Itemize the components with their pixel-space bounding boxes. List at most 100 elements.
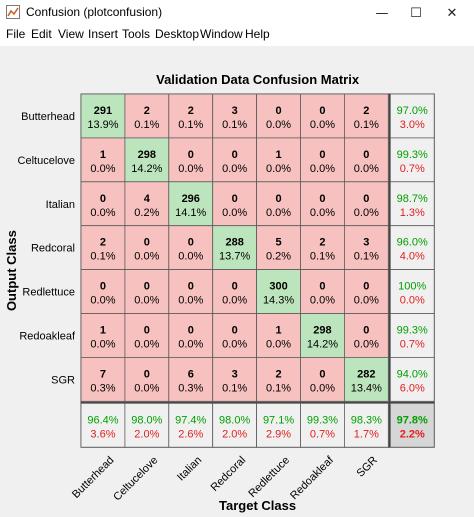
menu-view[interactable]: View — [58, 27, 84, 41]
cell-percent: 0.0% — [354, 295, 379, 307]
cell-count: 2 — [363, 105, 369, 117]
matrix-cell — [80, 93, 126, 139]
window-title: Confusion (plotconfusion) — [26, 5, 163, 19]
chart-title: Validation Data Confusion Matrix — [156, 72, 360, 87]
row-precision: 99.3% — [397, 149, 428, 161]
overall-accuracy: 97.8% — [397, 414, 428, 426]
menu-help[interactable]: Help — [245, 27, 270, 41]
cell-percent: 13.4% — [351, 382, 382, 394]
matrix-cell — [300, 356, 345, 402]
col-error: 2.9% — [266, 428, 291, 440]
matrix-cell — [168, 356, 214, 402]
cell-count: 2 — [144, 105, 150, 117]
cell-count: 0 — [232, 149, 238, 161]
cell-count: 0 — [232, 324, 238, 336]
matrix-cell — [256, 137, 301, 183]
col-summary-cell — [300, 402, 345, 448]
col-error: 3.6% — [90, 428, 115, 440]
y-axis-label: Output Class — [4, 230, 19, 311]
menu-insert[interactable]: Insert — [88, 27, 119, 41]
row-error: 3.0% — [400, 119, 425, 131]
cell-percent: 13.9% — [87, 119, 118, 131]
cell-percent: 0.0% — [178, 251, 203, 263]
cell-percent: 0.1% — [266, 382, 291, 394]
figure-canvas: Validation Data Confusion Matrix 291 13.9%… — [0, 46, 474, 517]
col-summary-cell — [256, 402, 301, 448]
cell-count: 0 — [363, 324, 369, 336]
cell-count: 0 — [275, 105, 281, 117]
cell-count: 0 — [319, 281, 325, 293]
menu-tools[interactable]: Tools — [122, 27, 151, 41]
cell-count: 1 — [100, 149, 106, 161]
cell-percent: 0.0% — [266, 338, 291, 350]
minimize-button[interactable]: — — [375, 5, 389, 21]
cell-percent: 0.0% — [354, 163, 379, 175]
cell-count: 0 — [275, 193, 281, 205]
matrix-cell — [343, 225, 389, 270]
cell-count: 2 — [319, 237, 325, 249]
cell-percent: 0.1% — [310, 251, 335, 263]
row-summary-cell — [389, 356, 435, 402]
matrix-cell — [168, 181, 214, 227]
matrix-cell — [80, 269, 126, 314]
cell-count: 2 — [100, 237, 106, 249]
cell-count: 0 — [188, 281, 194, 293]
cell-count: 0 — [144, 237, 150, 249]
cell-percent: 14.2% — [307, 338, 338, 350]
y-tick-label: Redoakleaf — [19, 330, 76, 342]
cell-percent: 0.0% — [134, 251, 159, 263]
matrix-cell — [212, 225, 257, 270]
cell-percent: 0.0% — [90, 163, 115, 175]
row-summary-cell — [389, 93, 435, 139]
cell-count: 0 — [363, 193, 369, 205]
row-summary-cell — [389, 313, 435, 358]
col-error: 2.6% — [178, 428, 203, 440]
cell-count: 0 — [363, 281, 369, 293]
col-recall: 97.4% — [175, 414, 206, 426]
cell-percent: 0.0% — [310, 163, 335, 175]
cell-count: 3 — [232, 105, 238, 117]
cell-count: 1 — [275, 149, 281, 161]
cell-count: 2 — [275, 368, 281, 380]
cell-percent: 0.0% — [178, 295, 203, 307]
matrix-cell — [343, 181, 389, 227]
window-titlebar: Confusion (plotconfusion) — ☐ ✕ — [0, 0, 474, 26]
cell-count: 0 — [232, 281, 238, 293]
cell-percent: 0.0% — [266, 163, 291, 175]
close-button[interactable]: ✕ — [446, 5, 458, 21]
cell-count: 0 — [100, 193, 106, 205]
cell-count: 5 — [275, 237, 281, 249]
y-tick-label: Butterhead — [21, 111, 75, 123]
cell-percent: 0.1% — [222, 119, 247, 131]
menu-desktop[interactable]: Desktop — [155, 27, 200, 41]
overall-error: 2.2% — [400, 428, 425, 440]
col-recall: 96.4% — [87, 414, 118, 426]
cell-count: 0 — [363, 149, 369, 161]
cell-percent: 0.1% — [222, 382, 247, 394]
matrix-cell — [124, 313, 170, 358]
x-tick-label: Celtucelove — [111, 454, 160, 503]
matrix-cell — [343, 93, 389, 139]
matrix-cell — [300, 269, 345, 314]
cell-percent: 0.2% — [134, 207, 159, 219]
maximize-button[interactable]: ☐ — [410, 5, 422, 21]
row-error: 6.0% — [400, 382, 425, 394]
cell-percent: 0.0% — [178, 163, 203, 175]
matrix-cell — [300, 181, 345, 227]
cell-percent: 0.1% — [354, 119, 379, 131]
menu-file[interactable]: File — [6, 27, 26, 41]
menu-edit[interactable]: Edit — [31, 27, 52, 41]
col-recall: 97.1% — [263, 414, 294, 426]
matrix-cell — [256, 356, 301, 402]
cell-percent: 0.1% — [90, 251, 115, 263]
col-error: 1.7% — [354, 428, 379, 440]
matrix-cell — [343, 137, 389, 183]
menu-window[interactable]: Window — [200, 27, 243, 41]
col-error: 0.7% — [310, 428, 335, 440]
cell-percent: 0.0% — [222, 338, 247, 350]
matrix-cell — [80, 225, 126, 270]
matrix-cell — [124, 356, 170, 402]
x-tick-label: Italian — [175, 454, 204, 483]
cell-percent: 0.3% — [90, 382, 115, 394]
cell-percent: 13.7% — [219, 251, 250, 263]
